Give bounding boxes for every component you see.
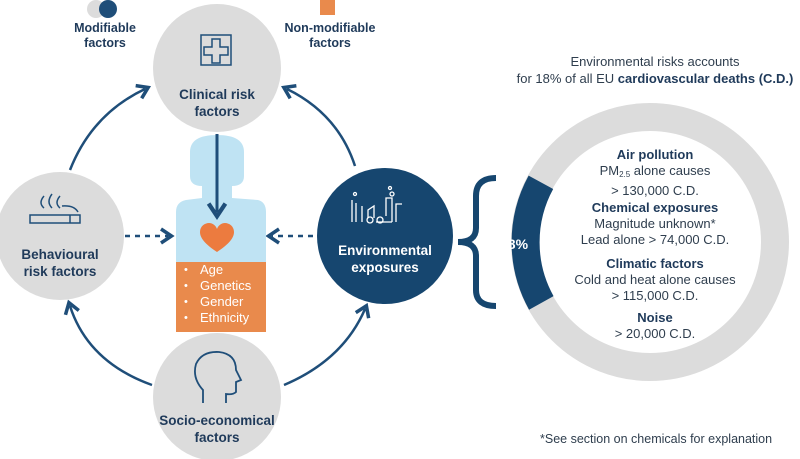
bracket-brace (457, 175, 497, 309)
chemical-line2: Lead alone > 74,000 C.D. (580, 232, 730, 247)
pm-subscript: 2.5 (619, 170, 631, 179)
pm-label: PM (599, 163, 620, 178)
behavioural-circle (0, 172, 124, 300)
socio-label: Socio-economical factors (159, 413, 275, 445)
behavioural-label: Behavioural risk factors (21, 247, 99, 279)
list-item-ethnicity: Ethnicity (176, 310, 264, 326)
noise-title: Noise (637, 310, 673, 325)
noise-line1: > 20,000 C.D. (614, 326, 696, 341)
clinical-circle (153, 4, 281, 132)
summary-title: Environmental risks accounts for 18% of … (505, 53, 800, 87)
factory-icon (351, 185, 402, 224)
chemical-title: Chemical exposures (591, 200, 719, 215)
donut-18-percent-segment (511, 175, 554, 310)
cigarette-icon (29, 193, 81, 224)
cross-icon (200, 34, 232, 66)
legend-modifiable-swatch (87, 0, 117, 18)
socio-circle (153, 333, 281, 459)
arrow-behavioural-to-clinical (68, 83, 152, 171)
air-pollution-line1: PM2.5 alone causes (545, 163, 765, 183)
environmental-circle (317, 168, 453, 304)
summary-line2-bold: cardiovascular deaths (C.D.) (617, 71, 794, 86)
chemical-line1: Magnitude unknown* (594, 216, 716, 231)
arrow-socio-to-environmental (283, 302, 371, 387)
climatic-line2: > 115,000 C.D. (611, 288, 699, 303)
legend-modifiable-label: Modifiable factors (74, 21, 136, 50)
heart-icon (200, 223, 234, 252)
summary-intro: Environmental risks accounts (570, 54, 740, 69)
noise-block: Noise > 20,000 C.D. (545, 310, 765, 342)
climatic-title: Climatic factors (606, 256, 704, 271)
summary-line2: for 18% of all EU cardiovascular deaths … (505, 70, 800, 87)
summary-line2-prefix: for 18% of all EU (516, 71, 615, 86)
air-pollution-block: Air pollution PM2.5 alone causes > 130,0… (545, 147, 765, 199)
climatic-line1: Cold and heat alone causes (574, 272, 736, 287)
chemical-block: Chemical exposures Magnitude unknown* Le… (545, 200, 765, 248)
clinical-label: Clinical risk factors (179, 87, 255, 119)
environmental-label: Environmental exposures (338, 243, 432, 275)
air-pollution-line1-rest: alone causes (630, 163, 711, 178)
non-modifiable-list: Age Genetics Gender Ethnicity (176, 262, 264, 326)
air-pollution-title: Air pollution (616, 147, 694, 162)
arrow-socio-to-behavioural (63, 299, 153, 387)
legend-non-modifiable-swatch (320, 0, 335, 15)
arrow-environmental-to-clinical (281, 84, 357, 167)
list-item-genetics: Genetics (176, 278, 264, 294)
legend-non-modifiable-label: Non-modifiable factors (284, 21, 376, 50)
list-item-age: Age (176, 262, 264, 278)
list-item-gender: Gender (176, 294, 264, 310)
percent-label: 18% (500, 236, 529, 252)
head-profile-icon (194, 351, 243, 403)
footnote: *See section on chemicals for explanatio… (540, 432, 773, 446)
climatic-block: Climatic factors Cold and heat alone cau… (545, 256, 765, 304)
air-pollution-line2: > 130,000 C.D. (611, 183, 699, 198)
cycle-arrows (63, 83, 371, 387)
